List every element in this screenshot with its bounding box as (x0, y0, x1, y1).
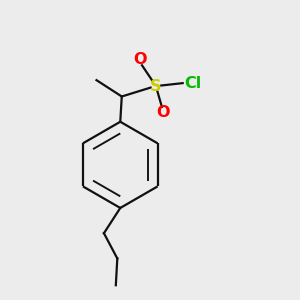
Text: O: O (133, 52, 146, 67)
Text: Cl: Cl (184, 76, 201, 91)
Text: O: O (157, 105, 170, 120)
Text: S: S (150, 79, 162, 94)
